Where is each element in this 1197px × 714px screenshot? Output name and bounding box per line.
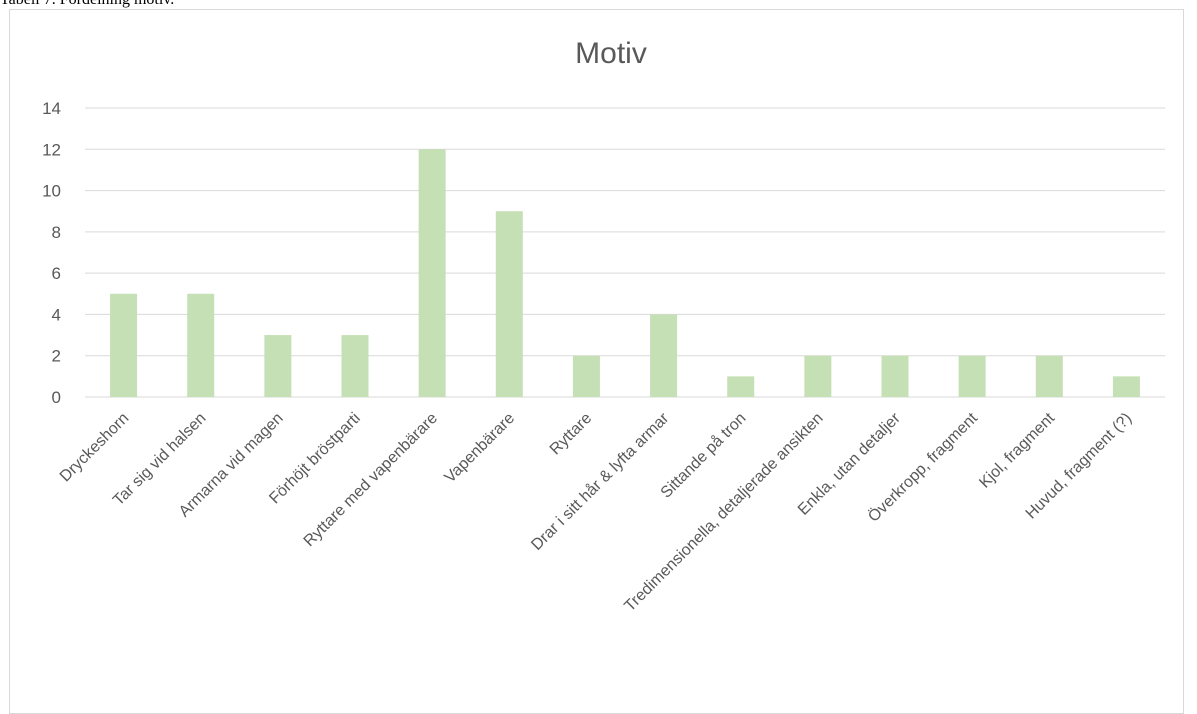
x-category-label: Drar i sitt hår & lyfta armar [528, 409, 673, 554]
bar-9 [804, 355, 832, 397]
bar-13 [1112, 376, 1140, 397]
bar-3 [341, 335, 369, 397]
x-category-label: Ryttare med vapenbärare [301, 410, 441, 550]
x-category-label: Kjol, fragment [976, 409, 1058, 491]
y-axis-ticks: 0 2 4 6 8 10 12 14 [42, 99, 61, 407]
x-category-label: Vapenbärare [442, 410, 519, 487]
y-tick-label: 8 [52, 223, 61, 242]
chart-title: Motiv [575, 37, 647, 70]
bar-11 [958, 355, 986, 397]
bar-7 [650, 314, 678, 397]
bar-10 [881, 355, 909, 397]
bar-6 [572, 355, 600, 397]
y-tick-label: 4 [52, 305, 61, 324]
bar-8 [727, 376, 755, 397]
y-tick-label: 10 [42, 182, 61, 201]
x-category-label: Ryttare [547, 410, 596, 459]
x-category-label: Dryckeshorn [57, 410, 133, 486]
bar-5 [495, 211, 523, 397]
bars [110, 149, 1140, 397]
table-caption: Tabell 7. Fördelning motiv. [0, 0, 174, 9]
y-tick-label: 2 [52, 347, 61, 366]
bar-2 [264, 335, 292, 397]
bar-1 [187, 293, 215, 397]
bar-12 [1035, 355, 1063, 397]
y-tick-label: 14 [42, 99, 61, 118]
bar-4 [418, 149, 446, 397]
gridlines [85, 107, 1165, 398]
y-tick-label: 0 [52, 388, 61, 407]
bar-0 [110, 293, 138, 397]
y-tick-label: 6 [52, 264, 61, 283]
y-tick-label: 12 [42, 140, 61, 159]
